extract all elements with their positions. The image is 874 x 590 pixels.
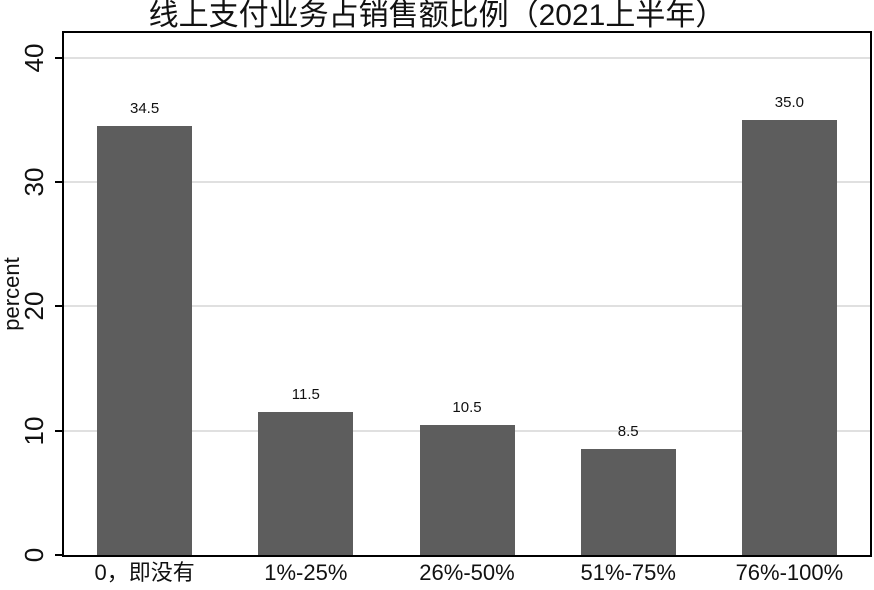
gridline (64, 56, 870, 59)
y-tick-mark (55, 554, 62, 556)
bar (97, 126, 193, 555)
y-tick-mark (55, 429, 62, 432)
x-tick-label: 26%-50% (419, 560, 515, 585)
x-tick-label: 51%-75% (580, 560, 676, 585)
y-tick-label: 20 (19, 291, 49, 321)
y-tick-label: 10 (19, 416, 49, 446)
bar (258, 412, 354, 555)
gridline (64, 181, 870, 184)
x-tick-label: 76%-100% (735, 560, 844, 585)
y-tick-mark (55, 181, 62, 184)
bar-value-label: 11.5 (291, 386, 320, 404)
y-tick-label: 40 (19, 43, 49, 73)
gridline (64, 305, 870, 308)
x-axis: 0，即没有 1%-25% 26%-50% 51%-75% 76%-100% (64, 560, 870, 590)
bar (580, 449, 676, 555)
bar (741, 120, 837, 555)
bar-value-label: 10.5 (452, 398, 482, 416)
y-tick-label: 0 (19, 547, 49, 563)
bar-value-label: 35.0 (774, 94, 804, 111)
y-tick-mark (55, 56, 62, 59)
bar (419, 424, 515, 555)
x-tick-label: 1%-25% (264, 560, 348, 585)
plot-area: 34.5 11.5 10.5 8.5 35.0 (62, 31, 872, 557)
y-tick-label: 30 (19, 167, 49, 197)
chart-title: 线上支付业务占销售额比例（2021上半年） (148, 0, 726, 32)
bar-value-label: 8.5 (617, 423, 639, 441)
y-axis: 0 10 20 30 40 (0, 33, 62, 562)
bar-value-label: 34.5 (129, 100, 160, 118)
x-tick-label: 0，即没有 (94, 560, 195, 585)
y-tick-mark (55, 305, 62, 308)
